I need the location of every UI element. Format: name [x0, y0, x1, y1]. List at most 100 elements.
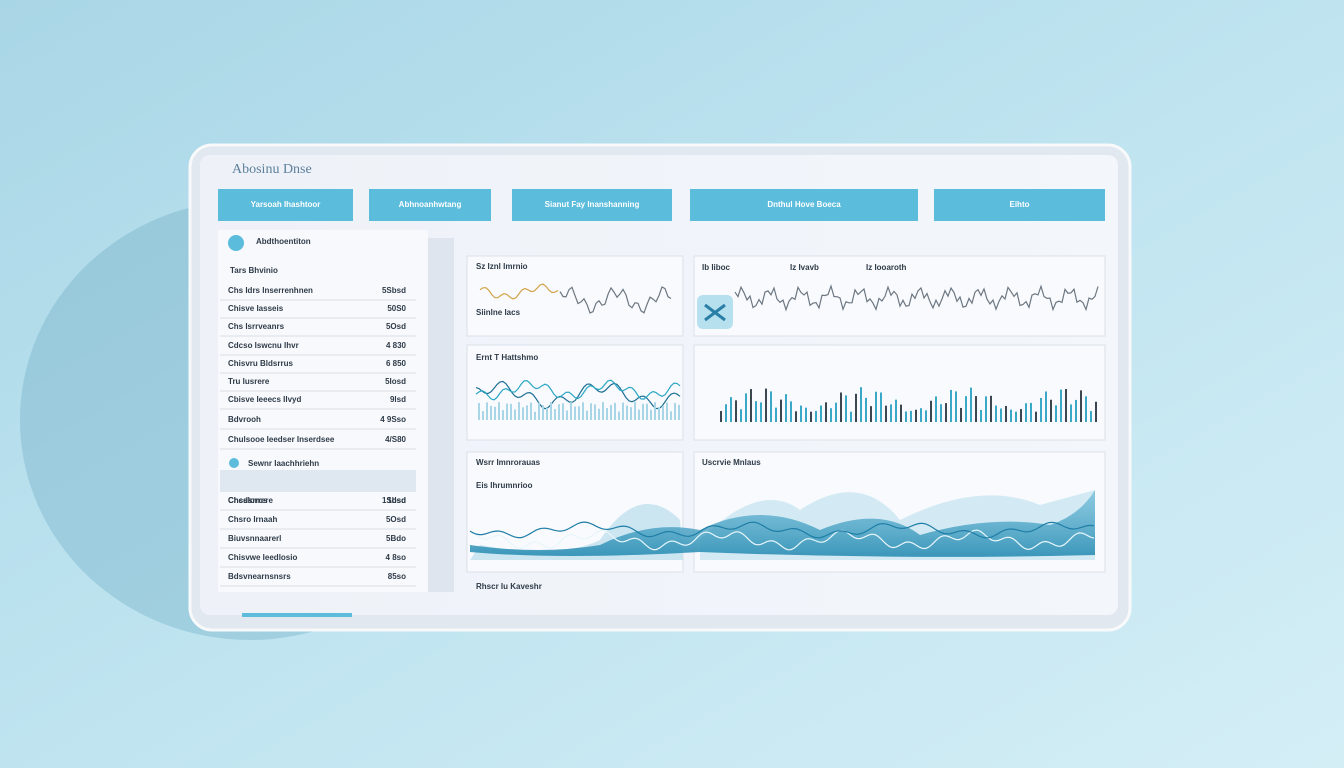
panel [693, 255, 1106, 337]
bar [985, 396, 987, 422]
bar [830, 408, 832, 422]
charts [469, 283, 1099, 551]
tab[interactable] [512, 189, 672, 221]
tab-label: Yarsoah Ihashtoor [251, 200, 321, 209]
bar [638, 409, 640, 420]
bar [920, 408, 922, 422]
bar [1080, 390, 1082, 422]
bar [740, 409, 742, 422]
bar [785, 394, 787, 422]
row-value: 5Sbsd [382, 286, 406, 295]
line [475, 379, 681, 401]
bar [810, 411, 812, 422]
panel [466, 344, 684, 441]
bar [1020, 409, 1022, 422]
tab[interactable] [218, 189, 353, 221]
sidebar [218, 230, 428, 592]
sidebar-icon [228, 235, 244, 251]
bar [530, 402, 532, 420]
bar [490, 405, 492, 420]
bar [514, 409, 516, 420]
sparkline [734, 284, 1099, 312]
bar [965, 396, 967, 422]
row-value: 5Bdo [386, 534, 406, 543]
bar [610, 404, 612, 420]
bar [1070, 404, 1072, 422]
row-label: Chs Idrs Inserrenhnen [228, 286, 313, 295]
bar [510, 403, 512, 420]
bar [775, 407, 777, 422]
bar [755, 401, 757, 422]
tab[interactable] [934, 189, 1105, 221]
bar [1095, 401, 1097, 422]
row-label: Sewnr Iaachhriehn [248, 459, 319, 468]
row-value: 9lsd [390, 395, 406, 404]
bar [1085, 396, 1087, 422]
bar [850, 411, 852, 422]
bar [502, 410, 504, 420]
panel-title: Ernt T Hattshmo [476, 353, 538, 362]
tab[interactable] [690, 189, 918, 221]
bar [725, 404, 727, 422]
panel-subtitle: Siinlne Iacs [476, 308, 521, 317]
bar [960, 407, 962, 422]
bar [905, 411, 907, 422]
row-label: Chisve Iasseis [228, 304, 284, 313]
bar [1045, 391, 1047, 422]
bar [1090, 411, 1092, 422]
bar [478, 403, 480, 420]
bar [614, 402, 616, 420]
bar [800, 405, 802, 422]
bar [1000, 408, 1002, 422]
row-highlight [220, 470, 416, 492]
row-label: Chsslorrere [228, 496, 273, 505]
row-value: 1bsd [387, 496, 406, 505]
bar [1050, 399, 1052, 422]
bar [538, 402, 540, 420]
bar [590, 403, 592, 420]
bar [586, 410, 588, 420]
bar [835, 402, 837, 422]
bar [760, 402, 762, 422]
row-label: Chisvru Bldsrrus [228, 359, 293, 368]
bar [654, 402, 656, 420]
row-value: 1Sdsd [382, 496, 406, 505]
bar [840, 392, 842, 422]
bar [506, 403, 508, 420]
wave-line [469, 521, 1095, 539]
app-title: Abosinu Dnse [232, 162, 312, 177]
bar [626, 405, 628, 420]
bar [870, 406, 872, 422]
bar [945, 403, 947, 422]
bar [855, 393, 857, 422]
wave-line [469, 529, 1095, 551]
panel-title: Iz Ivavb [790, 263, 819, 272]
tab-bar: Yarsoah Ihashtoor Abhnoanhwtang Sianut Fay… [218, 189, 1105, 221]
bar [890, 404, 892, 422]
scroll-rail [428, 238, 454, 592]
bar [895, 399, 897, 422]
bar [546, 407, 548, 420]
bar [770, 391, 772, 422]
bar [566, 410, 568, 420]
panel-title: Ib Iiboc [702, 263, 731, 272]
bar [646, 403, 648, 420]
row-label: Chcdsrrcs [228, 496, 268, 505]
bar [975, 396, 977, 422]
bar [1040, 397, 1042, 422]
row-label: Cbisve Ieeecs Ilvyd [228, 395, 301, 404]
bar [860, 387, 862, 422]
row-icon [229, 458, 239, 468]
panel-subtitle: Eis Ihrumnrioo [476, 481, 533, 490]
bar [550, 402, 552, 420]
row-label: Cdcso Iswcnu Ihvr [228, 341, 299, 350]
bar [522, 407, 524, 420]
bar [875, 391, 877, 422]
bar [925, 410, 927, 422]
row-value: 5Iosd [385, 377, 406, 386]
bar [790, 401, 792, 422]
bar [900, 404, 902, 422]
bar [1055, 405, 1057, 422]
tab[interactable] [369, 189, 491, 221]
